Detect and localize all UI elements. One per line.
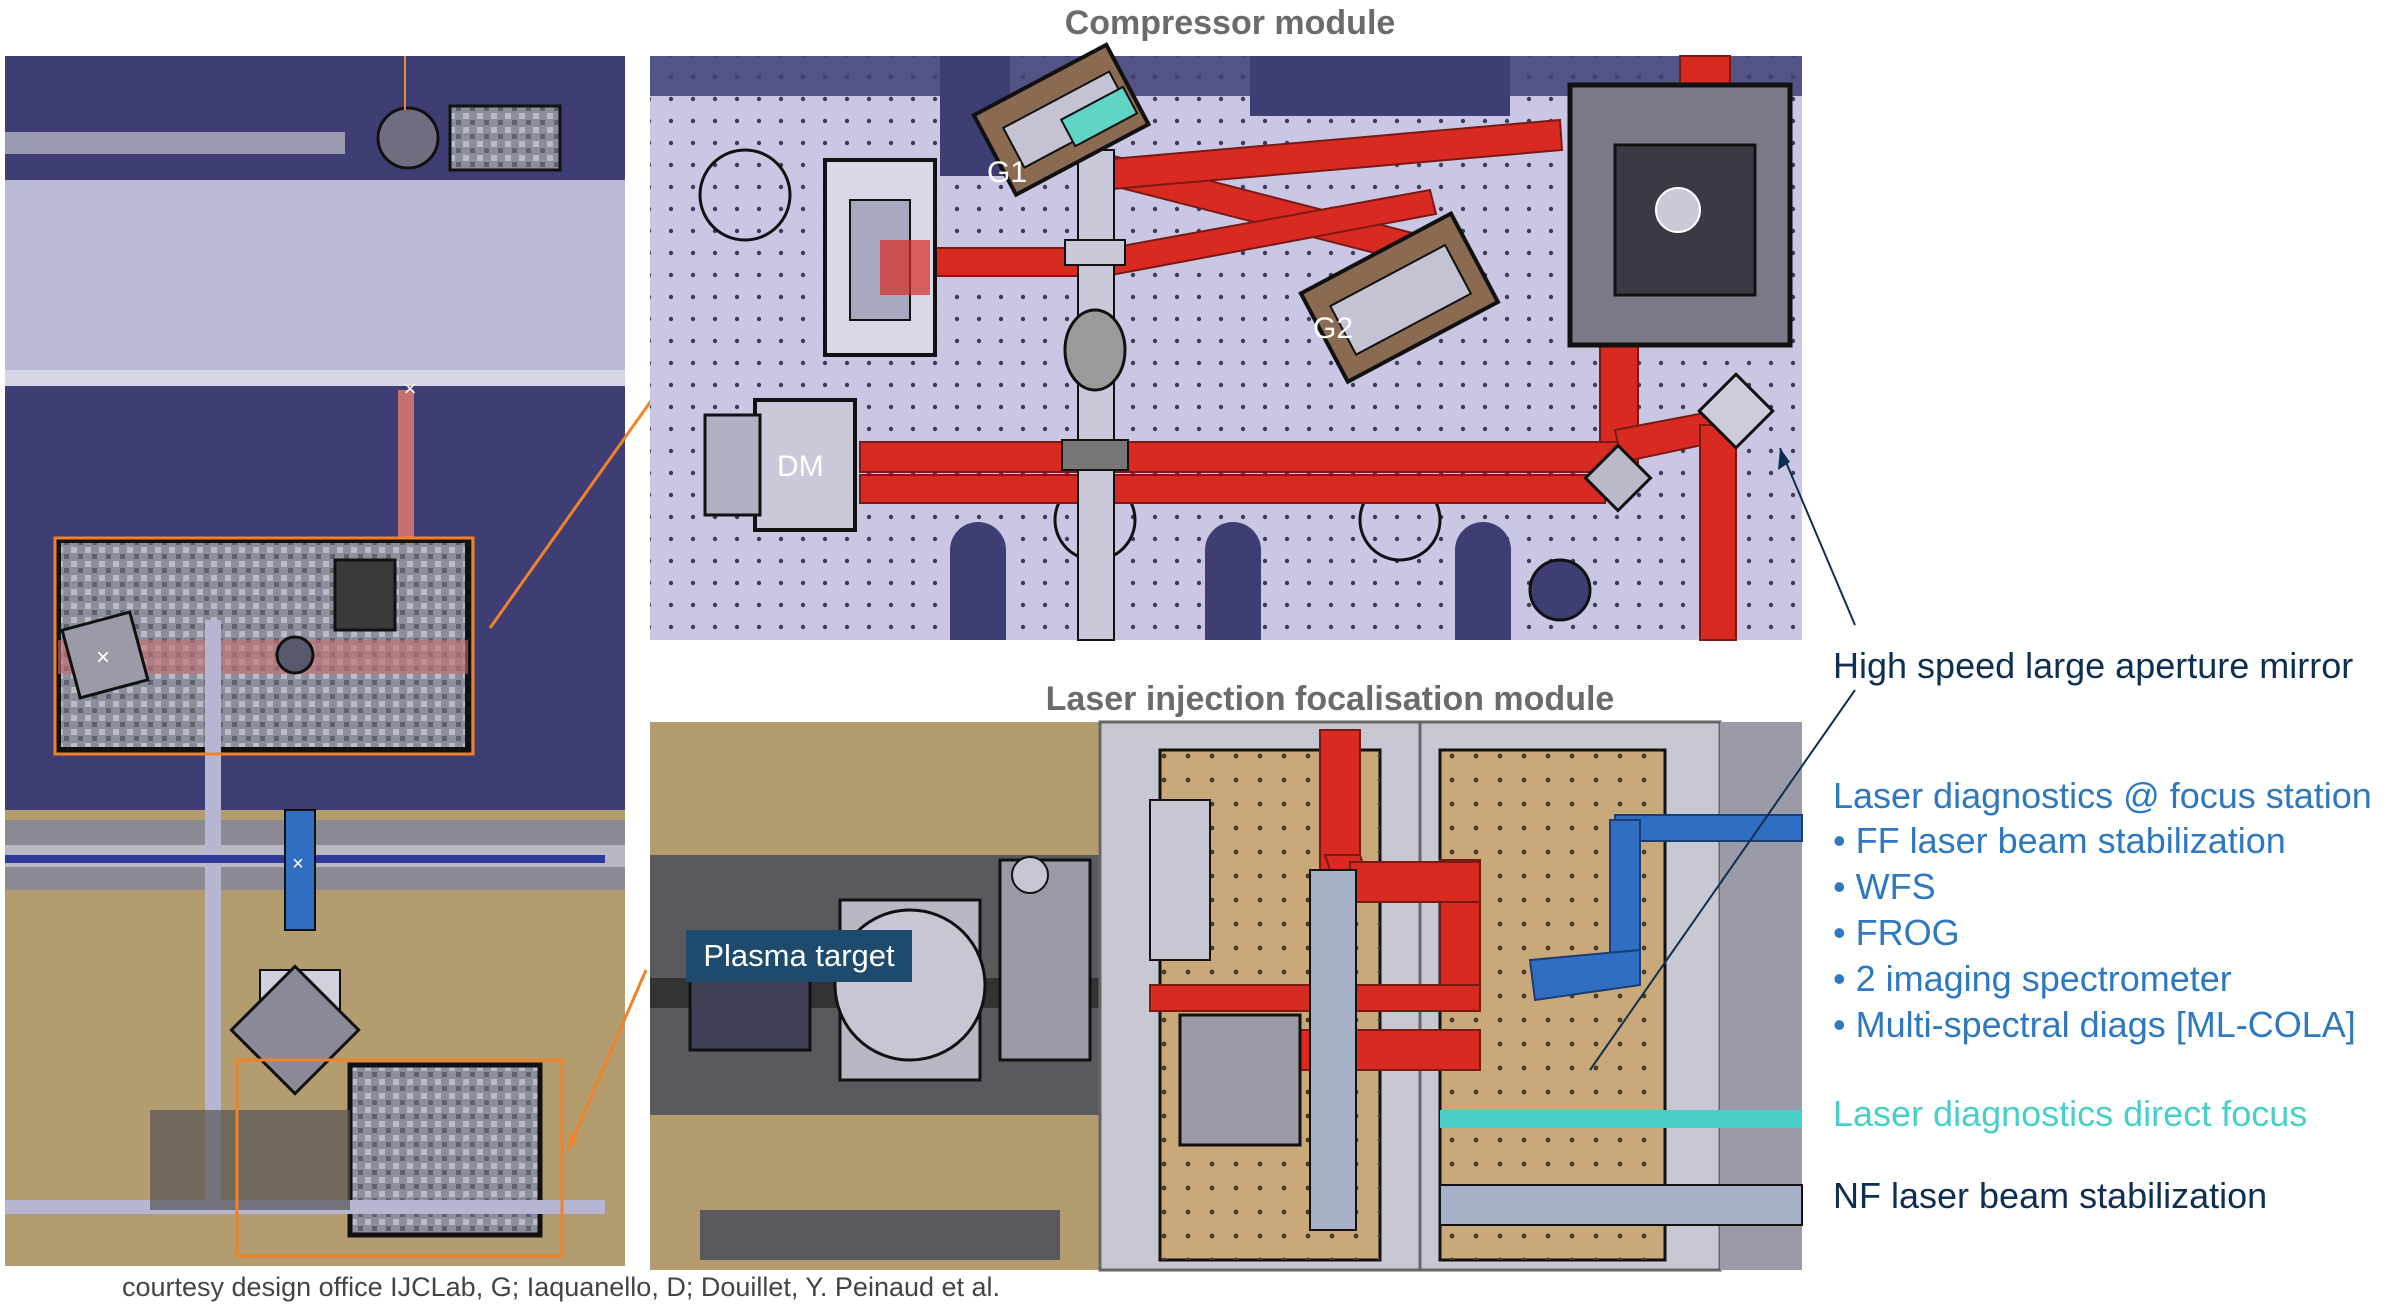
svg-text:×: × (404, 376, 417, 401)
dm-label: DM (777, 450, 824, 483)
diagnostics-item: • Multi-spectral diags [ML-COLA] (1833, 1004, 2356, 1045)
compressor-module-title: Compressor module (1064, 4, 1396, 42)
mirror-legend: High speed large aperture mirror (1833, 645, 2354, 686)
plasma-target-label: Plasma target (686, 930, 912, 982)
credit-line: courtesy design office IJCLab, G; Iaquan… (122, 1272, 1001, 1302)
diagnostics-legend-title: Laser diagnostics @ focus station (1833, 775, 2372, 816)
nf-stabilization-legend: NF laser beam stabilization (1833, 1175, 2268, 1216)
diagnostics-item: • FROG (1833, 912, 1960, 953)
g2-label: G2 (1313, 312, 1354, 345)
g1-label: G1 (987, 156, 1028, 189)
diagnostics-item: • FF laser beam stabilization (1833, 820, 2286, 861)
svg-text:×: × (96, 644, 110, 671)
svg-text:×: × (292, 853, 304, 875)
injection-module-title: Laser injection focalisation module (1045, 680, 1615, 718)
diagnostics-item: • 2 imaging spectrometer (1833, 958, 2232, 999)
diagnostics-item: • WFS (1833, 866, 1936, 907)
direct-focus-legend: Laser diagnostics direct focus (1833, 1093, 2308, 1134)
